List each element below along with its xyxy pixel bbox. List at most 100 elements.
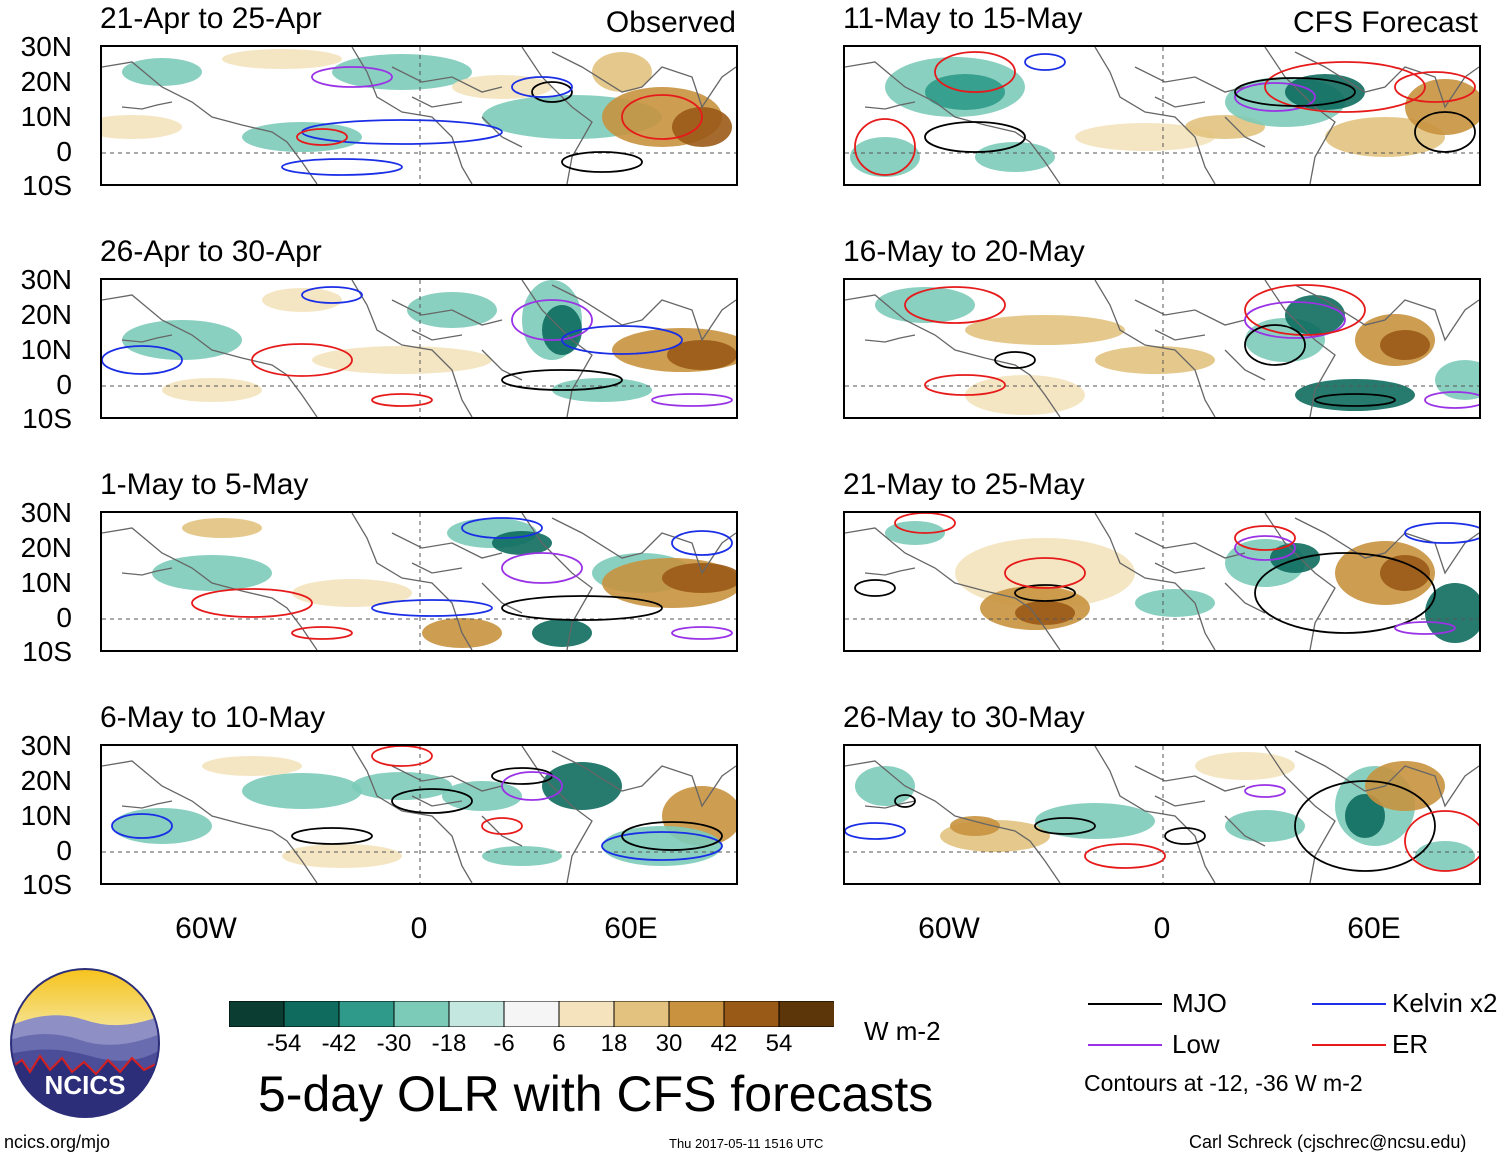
lat-label: 30N [20,264,72,295]
wave-contour [511,299,593,341]
olr-map-svg [102,280,736,417]
colorbar-swatch [228,1000,285,1028]
lat-label: 20N [20,765,72,796]
forecast-label: CFS Forecast [1292,6,1478,39]
lat-label: 10N [20,334,72,365]
wave-contour [671,626,733,640]
wave-contour [501,595,663,621]
legend-line-mjo [1088,1003,1162,1005]
olr-anomaly-blob [222,49,342,69]
olr-anomaly-blob [482,846,562,866]
wave-contour [1414,111,1476,153]
wave-contour [924,121,1026,153]
olr-anomaly-blob [242,122,362,152]
panel-title-forecast-4: 26-May to 30-May [843,701,1085,734]
wave-contour [501,771,563,801]
olr-anomaly-blob [1095,346,1215,374]
legend-label-low: Low [1172,1029,1220,1059]
lat-label: 0 [56,602,72,633]
wave-contour [501,552,583,584]
wave-contour [934,51,1016,93]
olr-anomaly-blob [122,58,202,86]
wave-contour [1404,522,1479,544]
olr-anomaly-blob [1285,74,1365,110]
olr-anomaly-blob [312,346,492,374]
wave-contour [561,151,643,173]
wave-contour [1014,584,1076,602]
olr-anomaly-blob [1345,794,1385,838]
olr-anomaly-blob [1195,752,1295,780]
colorbar-units: W m-2 [864,1016,941,1046]
panel-title-forecast-1: 11-May to 15-May [843,2,1083,35]
wave-contour [296,128,348,146]
wave-contour [191,588,313,618]
legend-label-kelvin: Kelvin x2 [1392,988,1498,1018]
wave-contour [1234,525,1296,551]
legend-label-er: ER [1392,1029,1429,1059]
wave-contour [1024,53,1066,71]
legend-label-mjo: MJO [1172,988,1227,1018]
wave-contour [845,822,906,840]
olr-anomaly-blob [602,826,722,866]
olr-anomaly-blob [262,288,342,312]
olr-anomaly-blob [162,378,262,402]
olr-anomaly-blob [1035,803,1155,839]
lat-label: 0 [56,369,72,400]
wave-contour [924,374,1006,396]
wave-contour [854,118,916,176]
lat-label: 0 [56,835,72,866]
colorbar-swatch [338,1000,395,1028]
lat-label: 10S [22,170,72,201]
olr-anomaly-blob [112,808,212,844]
olr-anomaly-blob [955,538,1135,608]
olr-map-svg [102,47,736,184]
lat-label: 20N [20,299,72,330]
olr-anomaly-blob [242,773,362,809]
wave-contour [511,76,573,98]
map-panel-forecast-3 [843,511,1481,652]
wave-contour [371,393,433,407]
colorbar-swatch [393,1000,450,1028]
colorbar-swatch [448,1000,505,1028]
colorbar-swatch [723,1000,780,1028]
wave-contour [671,530,733,556]
olr-map-svg [845,47,1479,184]
colorbar-swatch [558,1000,615,1028]
wave-contour [1244,784,1286,798]
footer-website[interactable]: ncics.org/mjo [4,1132,111,1152]
wave-contour [1004,557,1086,589]
olr-anomaly-blob [552,378,652,402]
legend-line-kelvin [1312,1003,1386,1005]
map-panel-observed-2 [100,278,738,419]
colorbar-label: -18 [431,1030,467,1057]
observed-label: Observed [605,6,736,39]
wave-contour [1244,301,1346,339]
lat-label: 10S [22,636,72,667]
wave-contour [1234,77,1356,107]
wave-contour [904,286,1006,324]
wave-contour [481,817,523,835]
olr-anomaly-blob [672,107,732,147]
legend-contour-note: Contours at -12, -36 W m-2 [1084,1070,1363,1096]
olr-anomaly-blob [492,531,552,555]
lon-label: 60E [1347,912,1401,945]
lat-label: 0 [56,136,72,167]
panel-title-observed-4: 6-May to 10-May [100,701,326,734]
wave-contour [1404,810,1479,872]
panel-title-observed-2: 26-Apr to 30-Apr [100,235,322,268]
wave-contour [621,821,723,851]
olr-anomaly-blob [1425,583,1479,643]
colorbar-swatch [778,1000,835,1028]
lat-label: 10N [20,101,72,132]
lat-label: 20N [20,532,72,563]
panel-title-observed-3: 1-May to 5-May [100,468,309,501]
lon-label: 60W [175,912,237,945]
lat-label: 10N [20,800,72,831]
olr-anomaly-blob [875,287,975,323]
olr-anomaly-blob [667,340,736,370]
wave-contour [251,343,353,377]
wave-contour [391,788,473,814]
olr-anomaly-blob [282,844,402,868]
colorbar-label: 54 [765,1030,793,1057]
colorbar-label: -54 [266,1030,302,1057]
